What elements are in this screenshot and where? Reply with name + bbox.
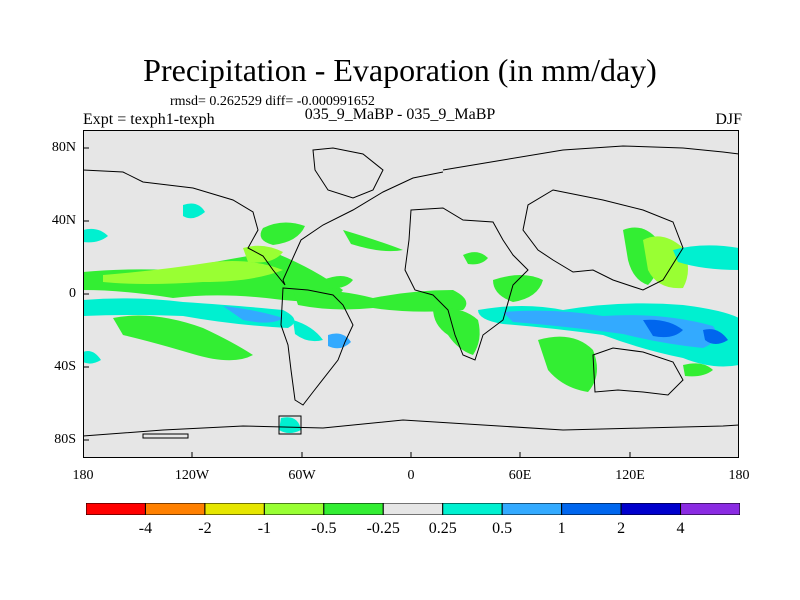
runs-label: 035_9_MaBP - 035_9_MaBP xyxy=(304,106,496,123)
colorbar-tick-label: -1 xyxy=(257,520,272,537)
lat-tick-label: 80N xyxy=(51,140,76,155)
coastlines xyxy=(83,145,739,439)
colorbar xyxy=(86,503,740,515)
lon-tick-label: 120W xyxy=(174,468,210,483)
stats-line: rmsd= 0.262529 diff= -0.000991652 xyxy=(170,94,375,109)
lon-tick-label: 180 xyxy=(72,468,94,483)
lat-tick-label: 80S xyxy=(54,432,76,447)
colorbar-swatch xyxy=(204,503,265,515)
lon-tick-label: 60E xyxy=(508,468,532,483)
anomaly-positive-regions xyxy=(83,203,739,433)
lon-tick-label: 0 xyxy=(407,468,415,483)
plot-title: Precipitation - Evaporation (in mm/day) xyxy=(143,52,657,88)
lon-tick-label: 180 xyxy=(728,468,750,483)
colorbar-swatch xyxy=(144,503,206,515)
experiment-label: Expt = texph1-texph xyxy=(83,111,215,128)
lat-tick-label: 40S xyxy=(54,359,76,374)
colorbar-swatch xyxy=(561,503,622,515)
lat-tick-label: 40N xyxy=(51,213,76,228)
anomaly-negative-regions xyxy=(83,222,713,392)
map-plot xyxy=(83,130,739,458)
colorbar-swatch xyxy=(323,503,384,515)
colorbar-tick-label: 0.5 xyxy=(492,520,513,537)
season-label: DJF xyxy=(715,111,742,128)
lat-tick-label: 0 xyxy=(69,286,76,301)
colorbar-tick-label: 0.25 xyxy=(428,520,457,537)
colorbar-swatch xyxy=(501,503,563,515)
lon-tick-label: 120E xyxy=(615,468,645,483)
colorbar-swatch xyxy=(680,503,740,515)
colorbar-tick-label: -4 xyxy=(138,520,153,537)
colorbar-swatch xyxy=(442,503,503,515)
colorbar-swatch xyxy=(382,503,444,515)
colorbar-tick-label: 4 xyxy=(676,520,685,537)
map-frame xyxy=(83,130,739,458)
colorbar-tick-label: 1 xyxy=(557,520,566,537)
colorbar-tick-label: 2 xyxy=(617,520,626,537)
colorbar-tick-label: -2 xyxy=(198,520,212,537)
colorbar-swatch xyxy=(263,503,325,515)
colorbar-swatch xyxy=(86,503,146,515)
colorbar-swatch xyxy=(620,503,682,515)
colorbar-tick-label: -0.5 xyxy=(311,520,337,537)
colorbar-tick-label: -0.25 xyxy=(366,520,400,537)
lon-tick-label: 60W xyxy=(288,468,316,483)
